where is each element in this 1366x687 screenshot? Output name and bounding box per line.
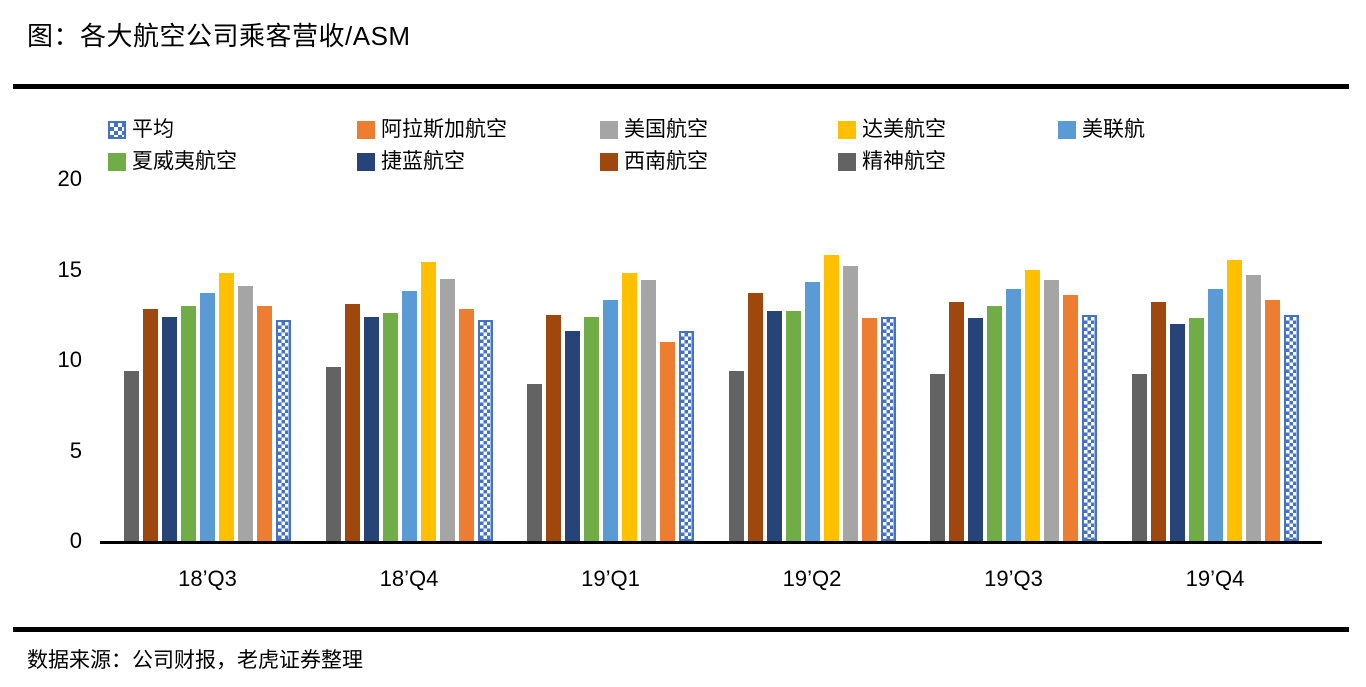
x-category-label: 19’Q3 (984, 566, 1043, 591)
y-axis-tick-label: 20 (57, 166, 82, 191)
bar (949, 302, 964, 541)
bar (766, 311, 782, 541)
x-category-label: 18’Q4 (379, 566, 439, 591)
bar (1006, 289, 1021, 541)
bar (603, 300, 618, 541)
bar (785, 311, 801, 541)
legend-swatch-icon (838, 121, 856, 139)
bar (1283, 314, 1299, 541)
bar (728, 370, 744, 541)
legend-item: 夏威夷航空 (108, 150, 237, 173)
bar (968, 318, 983, 541)
legend-swatch-icon (108, 121, 126, 139)
legend-label: 夏威夷航空 (132, 150, 237, 173)
bar (930, 374, 945, 541)
bar (880, 316, 896, 541)
bar (861, 318, 877, 541)
bar (747, 293, 763, 541)
legend-item: 达美航空 (838, 118, 946, 141)
bar (143, 309, 158, 541)
bar (162, 316, 177, 541)
legend-label: 平均 (132, 118, 174, 141)
legend-item: 西南航空 (600, 150, 708, 173)
legend-swatch-icon (108, 153, 126, 171)
bar (238, 285, 253, 541)
bar (1131, 374, 1147, 541)
bar (1207, 289, 1223, 541)
legend-item: 平均 (108, 118, 174, 141)
legend-label: 美联航 (1082, 118, 1145, 141)
x-category-label: 18’Q3 (178, 566, 237, 591)
legend-swatch-icon (838, 153, 856, 171)
legend-swatch-icon (357, 121, 375, 139)
bar (842, 265, 858, 541)
legend-item: 美国航空 (600, 118, 708, 141)
bar (1044, 280, 1059, 541)
legend-item: 美联航 (1058, 118, 1145, 141)
bar (219, 273, 234, 541)
bar (1264, 300, 1280, 541)
bar (1025, 269, 1040, 541)
bar (1188, 318, 1204, 541)
bar (804, 282, 820, 541)
x-category-label: 19’Q2 (782, 566, 842, 591)
y-axis-tick-label: 15 (57, 256, 82, 282)
chart-title: 图：各大航空公司乘客营收/ASM (27, 21, 411, 51)
bar (382, 312, 398, 541)
bar (622, 273, 637, 541)
bar (401, 291, 417, 541)
legend-label: 西南航空 (624, 150, 708, 173)
bar (124, 370, 139, 541)
bar (420, 262, 436, 541)
bar (546, 314, 561, 541)
bar (200, 293, 215, 541)
legend-label: 精神航空 (862, 150, 946, 173)
bar (565, 331, 580, 541)
bar (660, 341, 675, 541)
legend-swatch-icon (1058, 121, 1076, 139)
bar (325, 367, 341, 541)
legend-item: 捷蓝航空 (357, 150, 465, 173)
bar (344, 303, 360, 541)
bar (276, 320, 291, 541)
x-category-label: 19’Q1 (581, 566, 640, 591)
bar (181, 305, 196, 541)
legend-item: 阿拉斯加航空 (357, 118, 507, 141)
bar (458, 309, 474, 541)
bar (257, 305, 272, 541)
legend-label: 美国航空 (624, 118, 708, 141)
y-axis-tick-label: 0 (69, 528, 82, 553)
legend-swatch-icon (600, 153, 618, 171)
bar (477, 320, 493, 541)
y-axis-tick-label: 5 (69, 437, 82, 463)
bar (1245, 274, 1261, 541)
legend-label: 达美航空 (862, 118, 946, 141)
bar (987, 305, 1002, 541)
bar (1063, 294, 1078, 541)
bar (641, 280, 656, 541)
bar (823, 255, 839, 541)
bar (1226, 260, 1242, 541)
legend-swatch-icon (357, 153, 375, 171)
bar (679, 331, 694, 541)
bar (1150, 302, 1166, 541)
bar (1169, 323, 1185, 541)
bar (1082, 314, 1097, 541)
bar (584, 316, 599, 541)
x-axis-line (100, 541, 1322, 544)
y-axis-tick-label: 10 (57, 347, 82, 372)
top-divider-line (13, 84, 1349, 89)
bar (439, 278, 455, 541)
legend-item: 精神航空 (838, 150, 946, 173)
legend-label: 阿拉斯加航空 (381, 118, 507, 141)
data-source-note: 数据来源：公司财报，老虎证券整理 (27, 649, 363, 672)
bottom-divider-line (13, 627, 1349, 632)
x-category-label: 19’Q4 (1185, 566, 1245, 591)
legend-swatch-icon (600, 121, 618, 139)
legend-label: 捷蓝航空 (381, 150, 465, 173)
bar (527, 383, 542, 541)
bar (363, 316, 379, 541)
